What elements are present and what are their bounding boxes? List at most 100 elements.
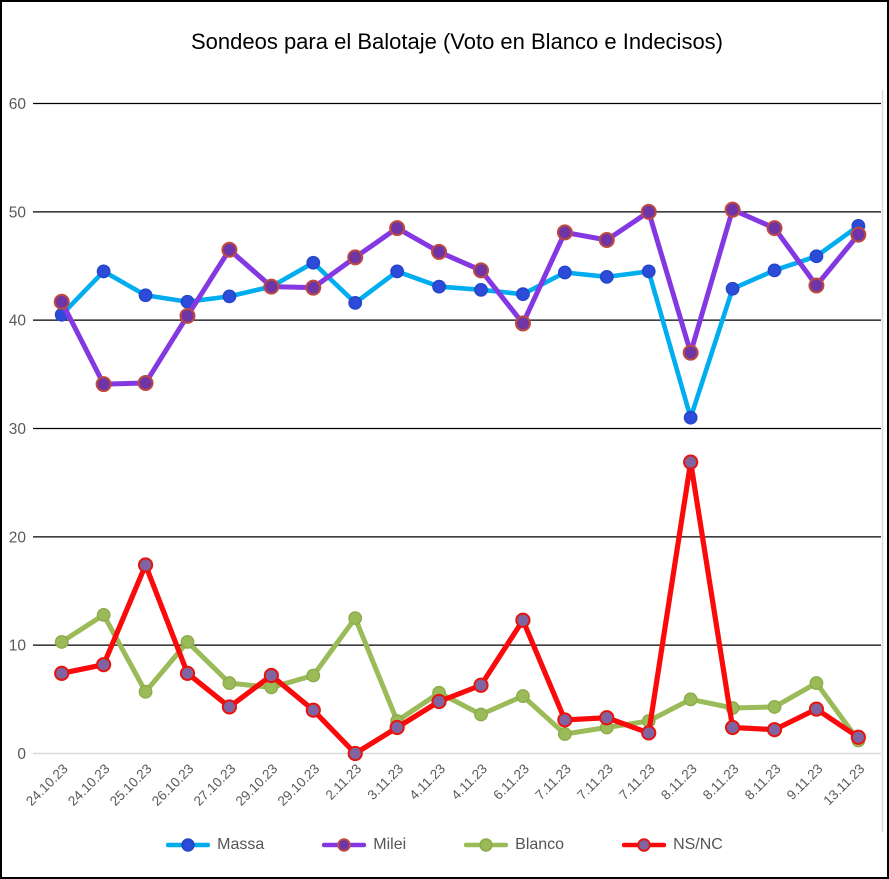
series-milei — [53, 201, 867, 393]
x-axis-tick-label: 27.10.23 — [191, 761, 239, 809]
data-point-milei — [53, 293, 70, 310]
data-point-nsnc — [599, 710, 615, 726]
data-point-nsnc — [137, 557, 154, 573]
data-point-nsnc — [850, 729, 866, 745]
data-point-milei — [556, 224, 573, 241]
data-point-blanco — [474, 707, 488, 722]
data-point-nsnc — [557, 712, 573, 728]
legend-label-blanco: Blanco — [515, 836, 565, 853]
data-point-milei — [850, 226, 867, 243]
x-axis-tick-label: 13.11.23 — [820, 761, 867, 808]
data-point-milei — [682, 344, 699, 361]
legend-item-blanco: Blanco — [464, 836, 564, 854]
data-point-massa — [96, 264, 111, 279]
data-point-massa — [725, 281, 740, 296]
data-point-massa — [222, 289, 237, 304]
data-point-milei — [389, 220, 406, 237]
legend-marker-massa — [181, 838, 195, 852]
legend-item-massa: Massa — [166, 836, 264, 854]
data-point-blanco — [96, 607, 111, 622]
x-axis-tick-label: 6.11.23 — [490, 761, 532, 803]
data-point-milei — [95, 376, 112, 393]
data-point-massa — [432, 279, 446, 294]
series-line-blanco — [59, 612, 861, 744]
data-point-blanco — [516, 689, 530, 703]
data-point-nsnc — [221, 699, 238, 715]
data-point-blanco — [180, 635, 195, 649]
x-axis-tick-label: 4.11.23 — [406, 761, 448, 803]
data-point-nsnc — [724, 719, 741, 736]
x-axis-tick-label: 9.11.23 — [784, 761, 826, 803]
data-point-nsnc — [347, 745, 363, 762]
data-point-nsnc — [766, 722, 783, 738]
legend-marker-blanco — [479, 838, 493, 852]
data-point-nsnc — [431, 693, 447, 710]
legend-marker-milei — [337, 838, 351, 852]
data-point-nsnc — [473, 677, 489, 693]
data-point-massa — [599, 269, 614, 284]
data-point-massa — [474, 282, 488, 297]
data-point-nsnc — [263, 667, 279, 684]
data-point-milei — [179, 307, 196, 324]
legend-swatch-massa — [166, 838, 211, 852]
legend-label-nsnc: NS/NC — [673, 836, 723, 853]
data-point-nsnc — [641, 725, 657, 741]
data-point-milei — [263, 278, 280, 295]
series-line-milei — [59, 207, 861, 387]
data-point-milei — [514, 315, 531, 332]
data-point-massa — [641, 264, 656, 279]
x-axis-tick-label: 8.11.23 — [658, 761, 700, 803]
data-point-blanco — [557, 727, 572, 741]
x-axis-tick-label: 7.11.23 — [532, 761, 574, 803]
data-point-blanco — [306, 668, 321, 683]
data-point-massa — [390, 264, 405, 279]
legend-swatch-milei — [322, 838, 367, 852]
y-axis-tick-label: 50 — [9, 204, 27, 221]
data-point-nsnc — [515, 612, 531, 628]
x-axis-tick-label: 24.10.23 — [23, 761, 71, 809]
x-axis-tick-label: 24.10.23 — [65, 761, 113, 809]
y-axis-tick-label: 60 — [9, 96, 27, 113]
legend-label-milei: Milei — [373, 836, 407, 853]
series-massa — [54, 219, 866, 425]
data-point-milei — [431, 243, 448, 260]
data-point-nsnc — [54, 665, 70, 681]
legend-swatch-nsnc — [622, 838, 667, 852]
x-axis-tick-label: 4.11.23 — [448, 761, 490, 803]
data-point-blanco — [683, 692, 698, 707]
data-point-milei — [347, 249, 364, 266]
data-point-milei — [137, 375, 154, 392]
data-point-massa — [683, 410, 698, 425]
x-axis-tick-label: 2.11.23 — [323, 761, 365, 803]
data-point-milei — [808, 277, 825, 294]
data-point-milei — [305, 279, 322, 296]
legend-marker-nsnc — [637, 838, 651, 852]
legend-item-nsnc: NS/NC — [622, 836, 723, 854]
data-point-nsnc — [96, 657, 112, 673]
data-point-massa — [767, 263, 782, 278]
data-point-nsnc — [808, 701, 825, 717]
x-axis-tick-label: 25.10.23 — [107, 761, 155, 809]
x-axis-tick-label: 29.10.23 — [233, 761, 281, 809]
data-point-blanco — [767, 700, 782, 714]
data-point-milei — [766, 220, 783, 237]
chart-legend: Massa Milei Blanco NS/NC — [2, 836, 887, 854]
x-axis-tick-label: 8.11.23 — [700, 761, 742, 803]
data-point-massa — [557, 265, 572, 280]
data-point-nsnc — [389, 719, 405, 736]
data-point-blanco — [138, 684, 153, 699]
legend-item-milei: Milei — [322, 836, 406, 854]
data-point-massa — [348, 295, 363, 310]
data-point-nsnc — [683, 454, 699, 470]
x-axis-tick-label: 26.10.23 — [149, 761, 197, 809]
data-point-milei — [640, 203, 657, 220]
data-point-massa — [138, 288, 153, 303]
data-point-milei — [473, 262, 489, 279]
data-point-nsnc — [179, 665, 196, 681]
y-axis-tick-label: 20 — [9, 529, 27, 546]
data-point-blanco — [348, 611, 363, 625]
data-point-blanco — [809, 676, 824, 690]
data-point-milei — [598, 232, 615, 249]
